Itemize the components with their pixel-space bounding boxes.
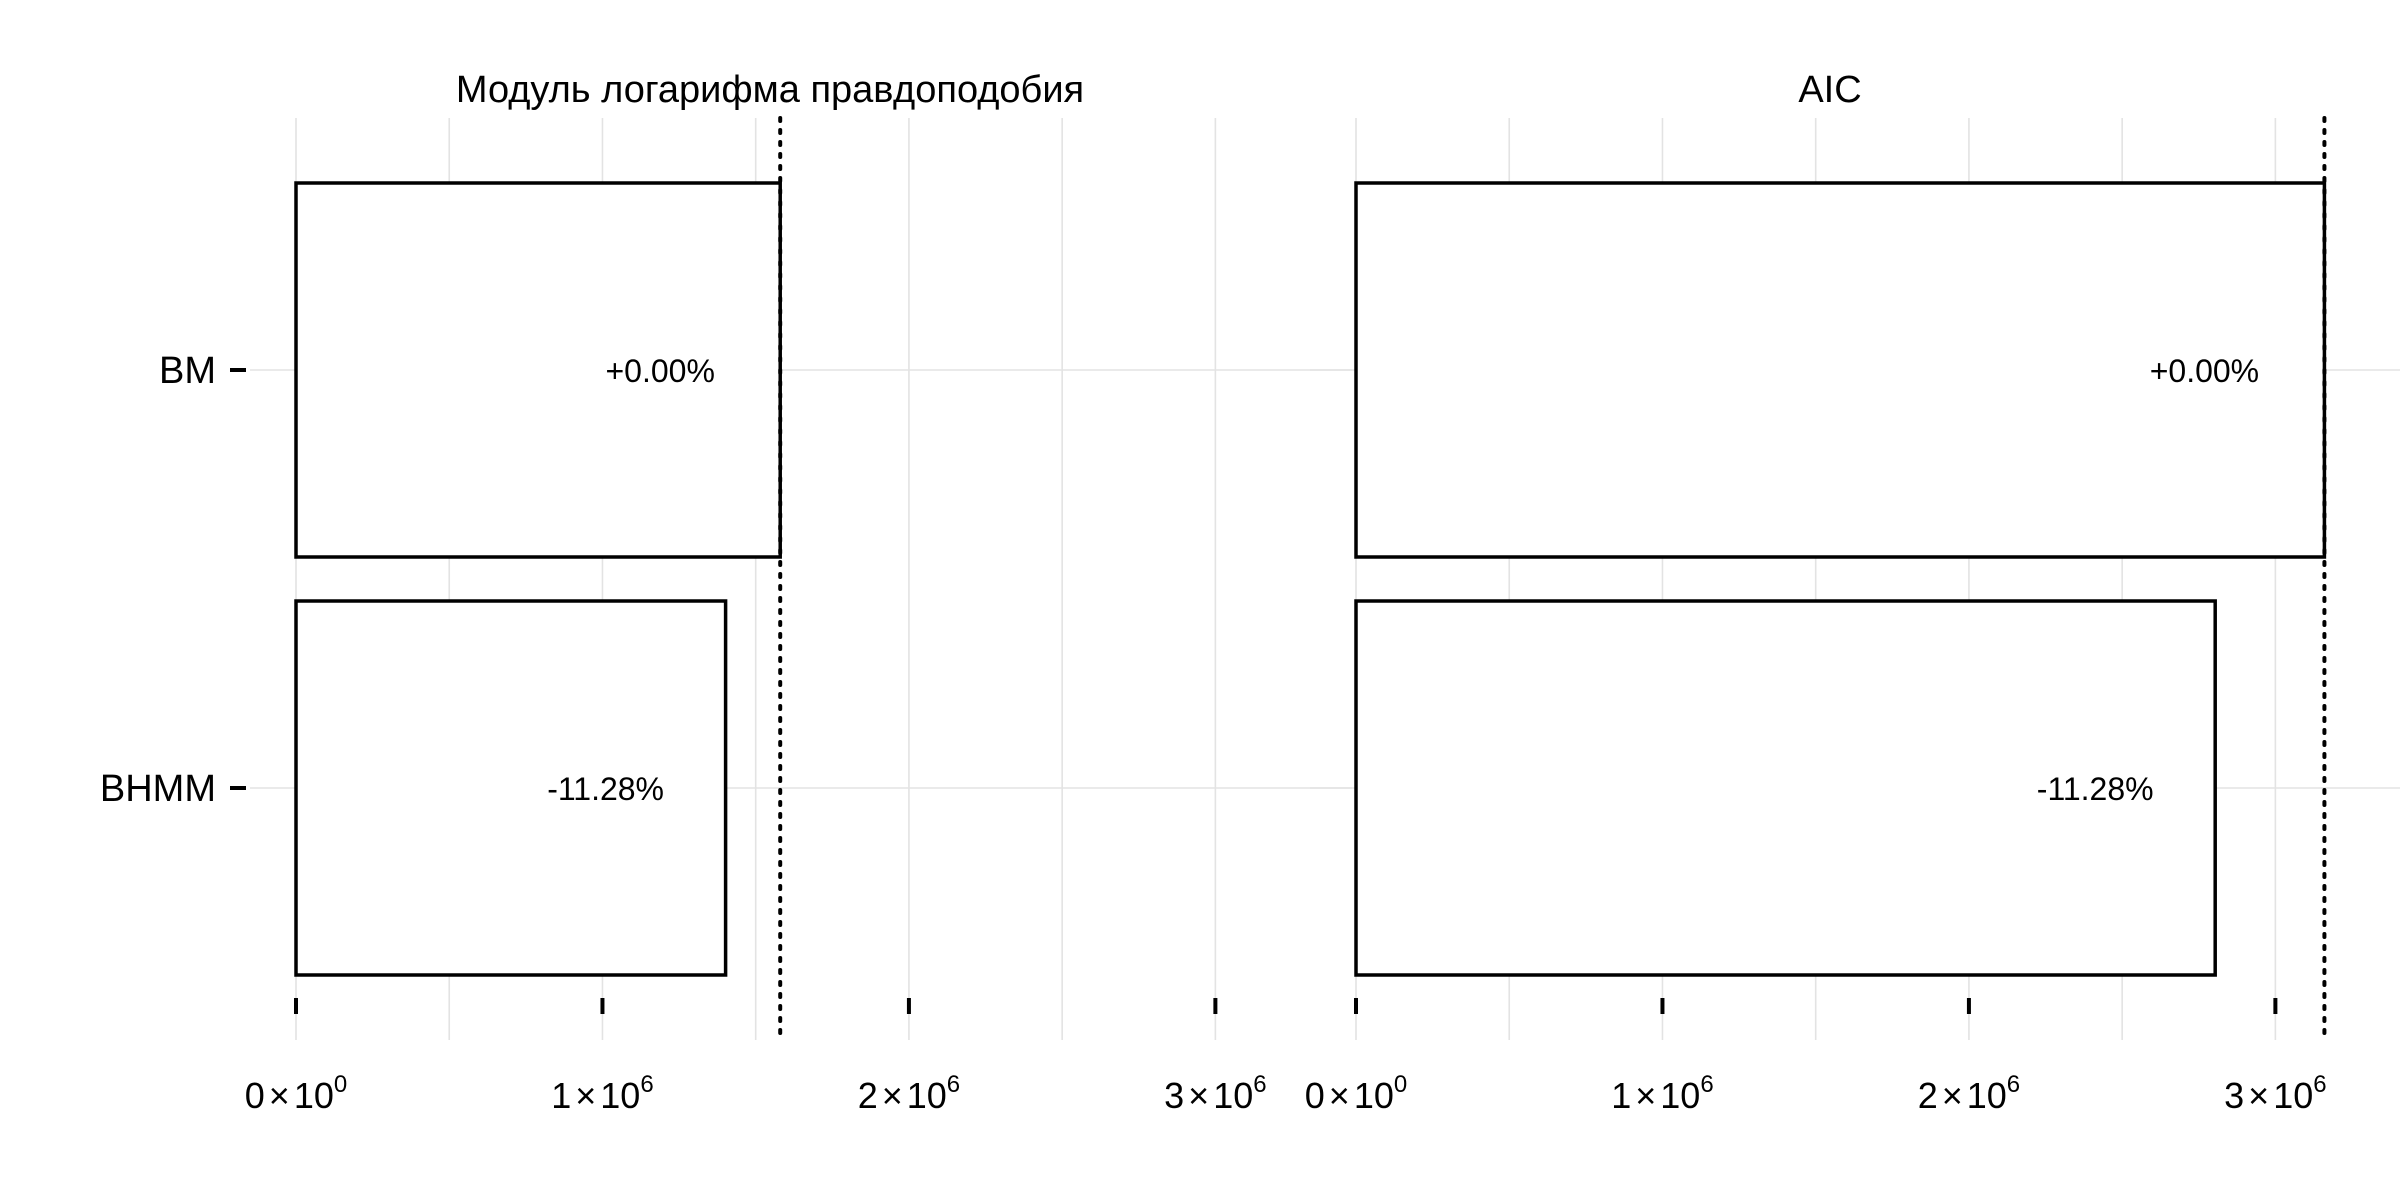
x-tick-label: 1 × 106 bbox=[551, 1071, 653, 1116]
bar-bhmm bbox=[294, 599, 728, 977]
bar-bhmm bbox=[1354, 599, 2217, 977]
data-label-bhmm: -11.28% bbox=[547, 771, 664, 807]
category-label-bm: BM bbox=[159, 350, 216, 392]
x-tick-label: 3 × 106 bbox=[1164, 1071, 1266, 1116]
data-label-bm: +0.00% bbox=[605, 353, 714, 389]
data-label-bhmm: -11.28% bbox=[2037, 771, 2154, 807]
data-label-bm: +0.00% bbox=[2150, 353, 2259, 389]
category-label-bhmm: BHMM bbox=[100, 768, 216, 810]
panel-2: AIC +0.00% -11.28% 0 × 100 1 × 106 2 × 106 3 × 106 bbox=[1305, 69, 2400, 1116]
panel-1: Модуль логарифма правдоподобия +0.00% BM -1… bbox=[100, 69, 1352, 1116]
x-tick-label: 3 × 106 bbox=[2224, 1071, 2326, 1116]
x-tick-label: 2 × 106 bbox=[858, 1071, 960, 1116]
x-tick-label: 1 × 106 bbox=[1611, 1071, 1713, 1116]
x-tick-label: 0 × 100 bbox=[1305, 1071, 1407, 1116]
bar-bm bbox=[1354, 181, 2327, 559]
chart-title: AIC bbox=[1798, 69, 1861, 111]
x-tick-label: 2 × 106 bbox=[1918, 1071, 2020, 1116]
x-tick-label: 0 × 100 bbox=[245, 1071, 347, 1116]
chart-title: Модуль логарифма правдоподобия bbox=[456, 69, 1084, 111]
